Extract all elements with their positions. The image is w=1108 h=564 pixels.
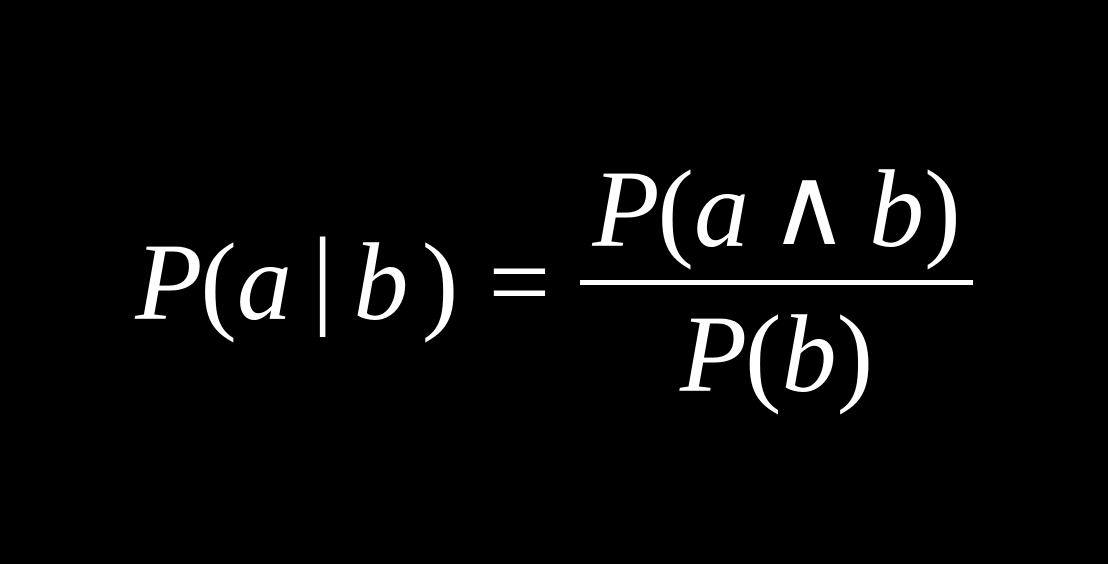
fraction-bar <box>580 280 972 285</box>
conditional-bar: | <box>312 213 334 340</box>
lhs: P ( a | b ) <box>135 219 458 346</box>
var-b: b <box>354 219 409 346</box>
fraction: P ( a ∧ b ) P ( b ) <box>580 152 972 412</box>
var-b: b <box>869 152 924 268</box>
equals-sign: = <box>488 219 550 346</box>
close-paren: ) <box>422 219 459 346</box>
numerator: P ( a ∧ b ) <box>580 152 972 268</box>
func-P: P <box>592 152 657 268</box>
close-paren: ) <box>837 297 874 413</box>
equation: P ( a | b ) = P ( a ∧ b ) P ( b ) <box>135 152 973 412</box>
open-paren: ( <box>200 219 237 346</box>
open-paren: ( <box>657 152 694 268</box>
and-symbol: ∧ <box>769 150 850 266</box>
denominator: P ( b ) <box>668 297 885 413</box>
func-P: P <box>680 297 745 413</box>
func-P: P <box>135 219 200 346</box>
var-a: a <box>694 152 749 268</box>
var-b: b <box>782 297 837 413</box>
var-a: a <box>237 219 292 346</box>
close-paren: ) <box>924 152 961 268</box>
open-paren: ( <box>745 297 782 413</box>
